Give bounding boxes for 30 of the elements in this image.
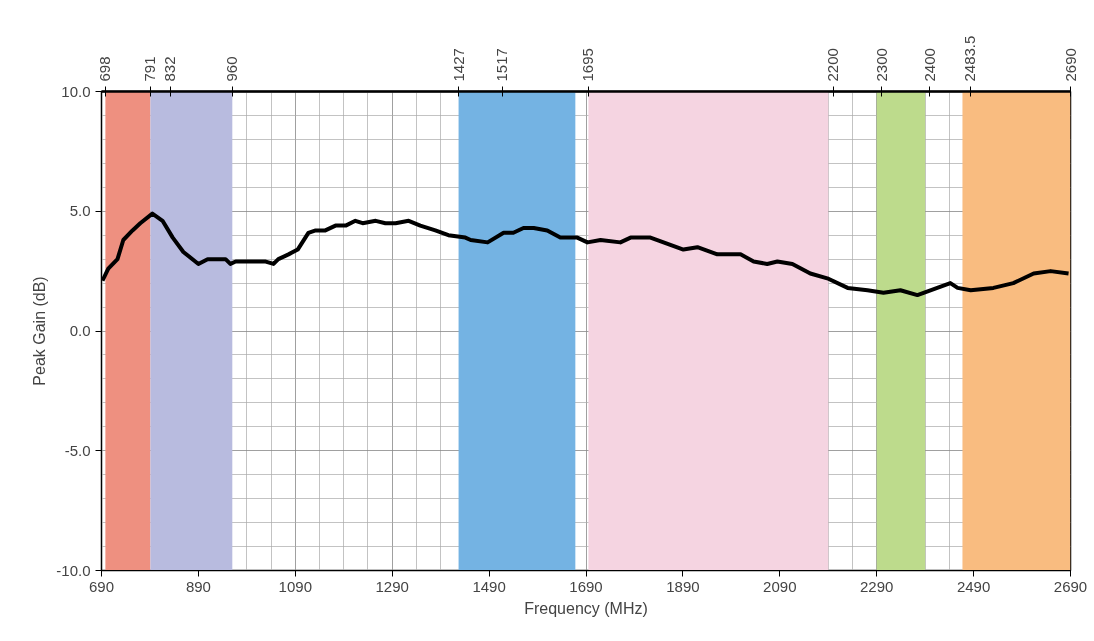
x2-tick-label: 698	[96, 56, 114, 82]
x-tick-label: 1490	[472, 577, 506, 595]
y-tick-label: 10.0	[61, 82, 91, 100]
x-tick-label: 890	[185, 577, 211, 595]
y-tick-label: 0.0	[69, 322, 91, 339]
y-tick-label: -5.0	[64, 441, 91, 459]
x-tick-label: 2290	[860, 577, 894, 595]
x2-tick-label: 2690	[1061, 48, 1079, 82]
x-tick-label: 1290	[375, 577, 409, 595]
x2-tick-label: 1427	[449, 48, 467, 82]
y-tick-label: 5.0	[69, 202, 91, 220]
x2-tick-label: 1695	[579, 48, 597, 82]
x-tick-label: 2690	[1053, 577, 1088, 595]
x2-tick-label: 2200	[824, 48, 842, 82]
x-tick-label: 690	[88, 577, 115, 595]
x-tick-label: 1690	[569, 577, 603, 595]
x2-tick-label: 832	[161, 56, 179, 82]
y-tick-label: -10.0	[56, 561, 91, 579]
x-tick-label: 1090	[278, 577, 312, 595]
x2-tick-label: 960	[223, 56, 241, 82]
x2-tick-label: 1517	[493, 48, 511, 82]
x-tick-label: 2090	[763, 577, 797, 595]
x-axis-title: Frequency (MHz)	[524, 599, 648, 617]
x2-tick-label: 2300	[872, 48, 890, 82]
x-tick-label: 1890	[666, 577, 700, 595]
x2-tick-label: 2400	[920, 48, 938, 82]
x2-tick-label: 791	[141, 56, 159, 82]
x-tick-label: 2490	[956, 577, 991, 595]
y-axis-title: Peak Gain (dB)	[31, 276, 49, 386]
x2-tick-label: 2483.5	[961, 35, 979, 82]
